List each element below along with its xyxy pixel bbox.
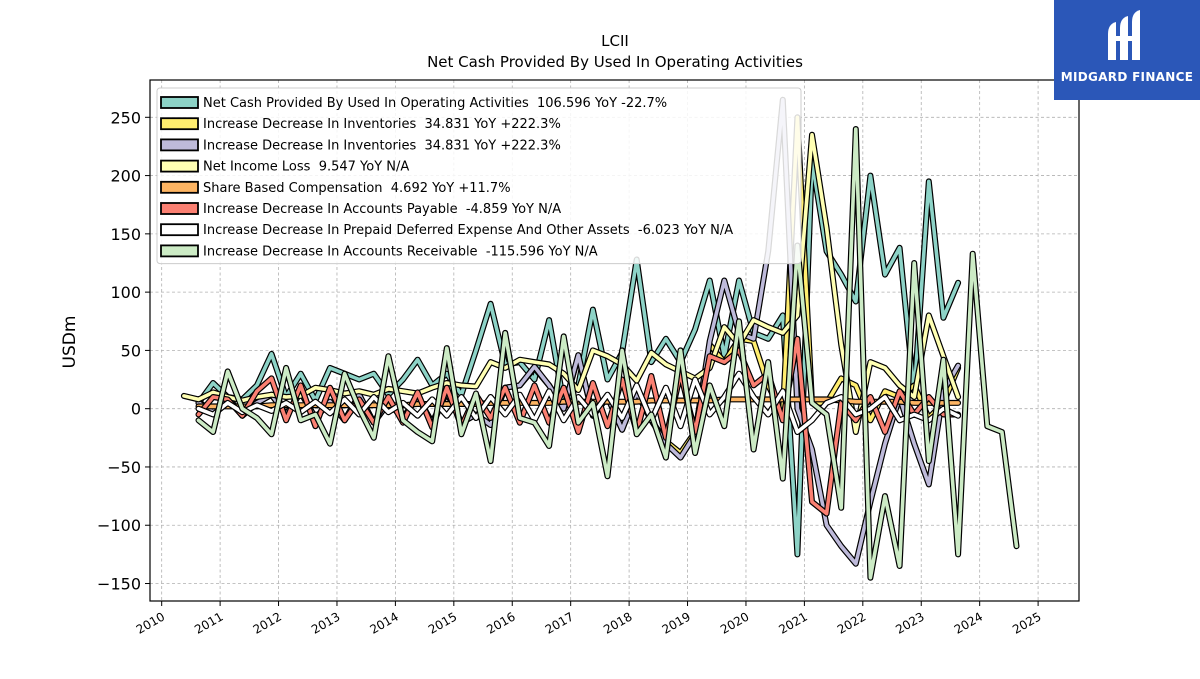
legend-label: Increase Decrease In Inventories 34.831 …: [203, 138, 561, 153]
legend-swatch: [160, 96, 199, 109]
brand-name: MIDGARD FINANCE: [1060, 70, 1194, 84]
legend-label: Increase Decrease In Prepaid Deferred Ex…: [203, 223, 733, 238]
chart-subtitle: Net Cash Provided By Used In Operating A…: [427, 53, 803, 71]
x-tick-label: 2014: [367, 609, 400, 636]
legend-swatch: [160, 202, 199, 215]
series-layer: [180, 96, 1020, 581]
legend-swatch: [160, 138, 199, 152]
y-tick-label: −50: [107, 458, 141, 477]
legend-label: Increase Decrease In Inventories 34.831 …: [203, 117, 561, 132]
x-tick-label: 2012: [251, 609, 284, 636]
y-tick-label: 150: [110, 225, 141, 244]
legend-swatch: [160, 180, 199, 194]
x-tick-label: 2023: [893, 609, 926, 636]
chart-title: LCII: [601, 32, 629, 50]
y-tick-label: 250: [110, 108, 141, 127]
legend-swatch: [160, 244, 199, 258]
x-tick-label: 2016: [484, 609, 517, 636]
x-tick-label: 2024: [952, 609, 985, 636]
y-tick-label: 50: [121, 341, 141, 360]
legend-label: Increase Decrease In Accounts Payable -4…: [203, 202, 561, 217]
x-tick-label: 2010: [134, 609, 167, 636]
x-tick-label: 2021: [776, 609, 809, 636]
x-tick-label: 2020: [718, 609, 751, 636]
chart-legend: Net Cash Provided By Used In Operating A…: [156, 87, 802, 265]
brand-logo: MIDGARD FINANCE: [1054, 0, 1200, 100]
x-tick-label: 2011: [192, 609, 225, 636]
legend-label: Net Income Loss 9.547 YoY N/A: [203, 160, 409, 175]
legend-label: Share Based Compensation 4.692 YoY +11.7…: [203, 181, 511, 196]
x-tick-label: 2018: [601, 609, 634, 636]
x-tick-label: 2022: [835, 609, 868, 636]
plot-frame: [149, 79, 1080, 602]
legend-swatch: [160, 159, 199, 173]
series-line-5: [196, 336, 960, 516]
y-axis-label: USDm: [60, 316, 80, 369]
y-tick-label: −150: [97, 575, 141, 594]
x-tick-label: 2017: [543, 609, 576, 636]
x-tick-label: 2019: [660, 609, 693, 636]
legend-label: Increase Decrease In Accounts Receivable…: [203, 244, 598, 259]
x-tick-label: 2015: [426, 609, 459, 636]
x-tick-label: 2025: [1010, 609, 1043, 636]
legend-box: [156, 87, 802, 265]
series-line-6: [196, 371, 960, 434]
midgard-logo-icon: [1108, 10, 1140, 60]
legend-swatch: [160, 223, 199, 237]
legend-label: Net Cash Provided By Used In Operating A…: [203, 96, 667, 111]
y-tick-label: −100: [97, 516, 141, 535]
legend-swatch: [160, 117, 199, 131]
y-tick-label: 100: [110, 283, 141, 302]
series-line-7: [196, 127, 1019, 580]
y-tick-label: 0: [131, 400, 141, 419]
x-tick-label: 2013: [309, 609, 342, 636]
y-tick-label: 200: [110, 167, 141, 186]
